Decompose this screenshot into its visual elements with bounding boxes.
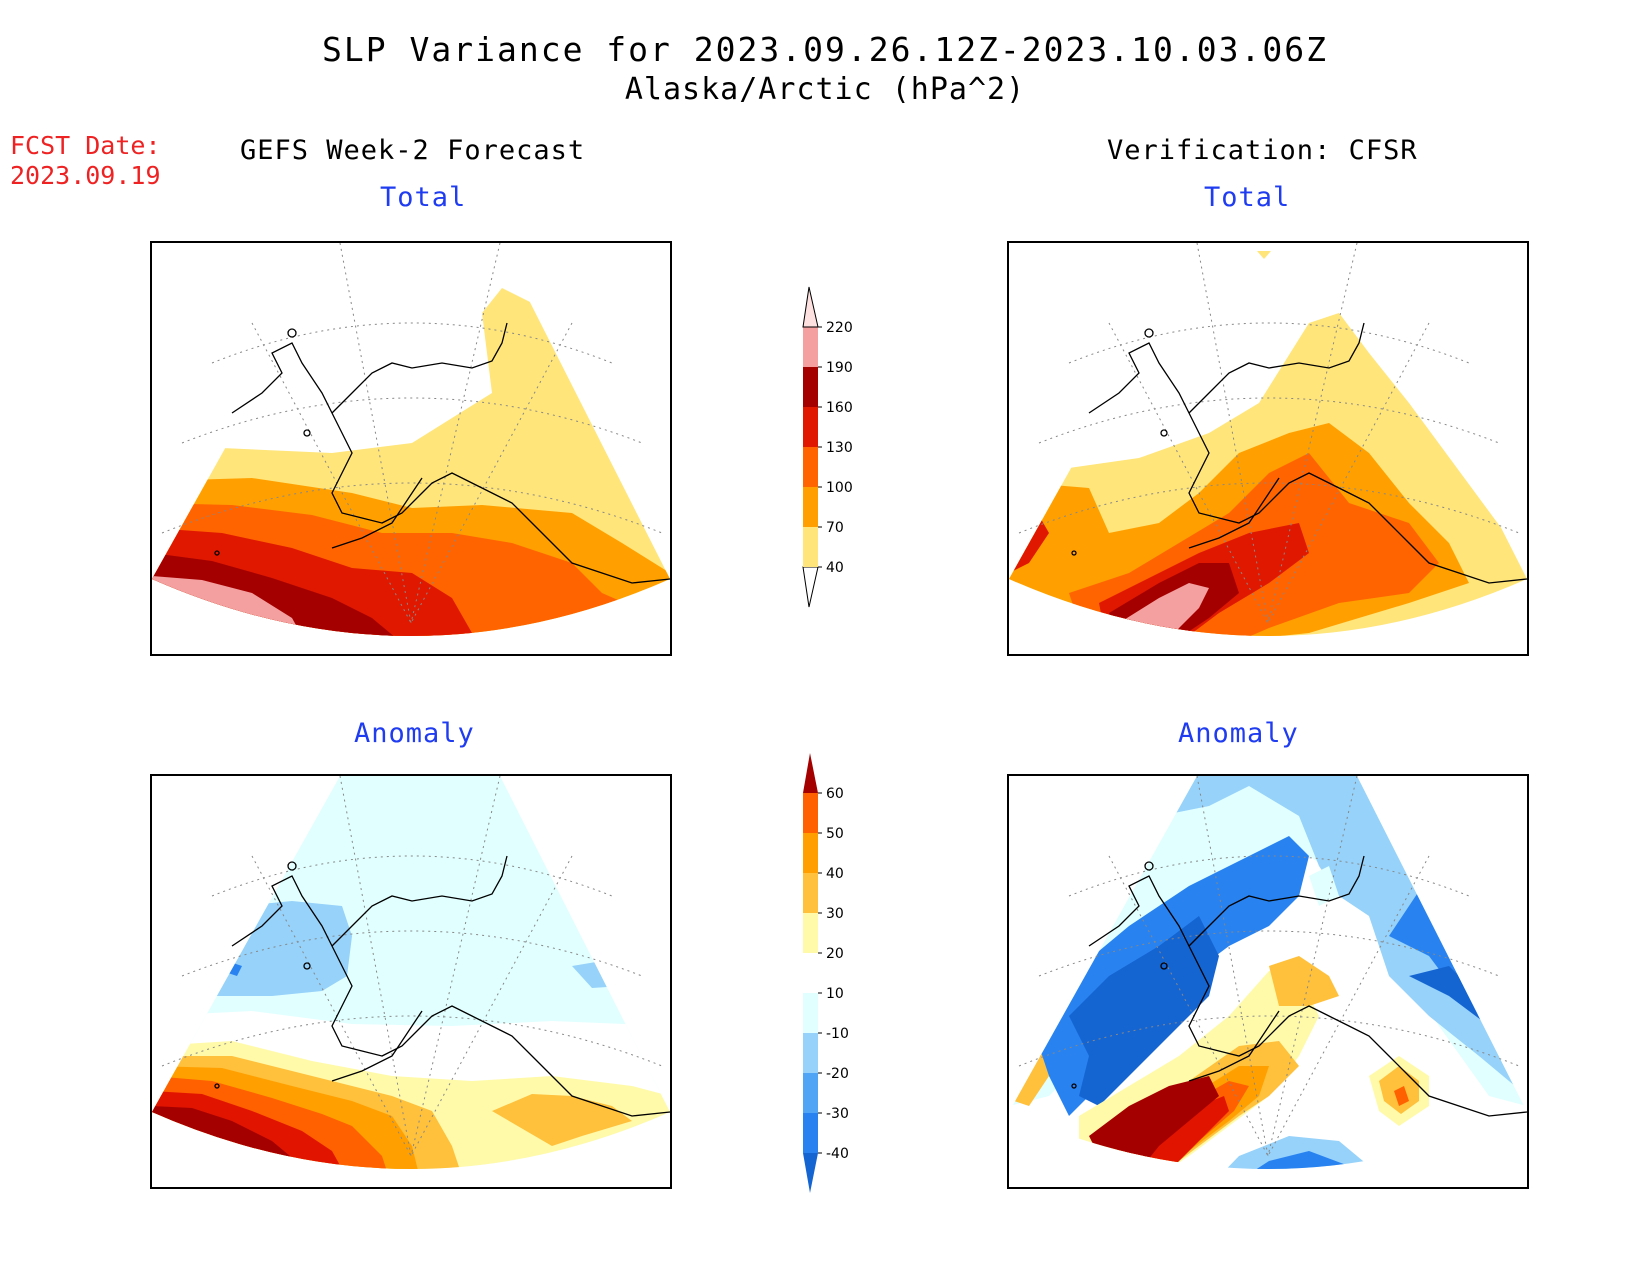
column-title-verification: Verification: CFSR bbox=[1107, 135, 1418, 166]
colorbar-total-band bbox=[803, 527, 818, 567]
colorbar-anomaly-band bbox=[803, 1033, 818, 1073]
colorbar-total-band bbox=[803, 447, 818, 487]
colorbar-anomaly-tick-label: -20 bbox=[826, 1066, 849, 1082]
colorbar-anomaly-band bbox=[803, 953, 818, 993]
colorbar-anomaly-band bbox=[803, 833, 818, 873]
colorbar-anomaly-arrow-high bbox=[803, 753, 818, 793]
fcst-date-value: 2023.09.19 bbox=[10, 161, 161, 190]
colorbar-total-band bbox=[803, 327, 818, 367]
panel-title-forecast-anomaly: Anomaly bbox=[354, 718, 475, 749]
subtitle: Alaska/Arctic (hPa^2) bbox=[624, 72, 1026, 107]
colorbar-anomaly-tick-label: 10 bbox=[826, 986, 844, 1002]
column-title-forecast: GEFS Week-2 Forecast bbox=[240, 135, 586, 166]
map-forecast-anomaly bbox=[150, 774, 672, 1189]
colorbar-anomaly-tick-label: 20 bbox=[826, 946, 844, 962]
colorbar-anomaly-tick-label: -30 bbox=[826, 1106, 849, 1122]
colorbar-anomaly-band bbox=[803, 1073, 818, 1113]
panel-title-forecast-total: Total bbox=[380, 182, 467, 213]
colorbar-anomaly-band bbox=[803, 873, 818, 913]
colorbar-anomaly-band bbox=[803, 1113, 818, 1153]
panel-title-verification-total: Total bbox=[1204, 182, 1291, 213]
colorbar-anomaly-tick-label: -10 bbox=[826, 1026, 849, 1042]
colorbar-total-band bbox=[803, 407, 818, 447]
fcst-date-label: FCST Date: bbox=[10, 131, 161, 160]
colorbar-anomaly-band bbox=[803, 913, 818, 953]
colorbar-total-tick-label: 130 bbox=[826, 440, 853, 456]
colorbar-anomaly-arrow-low bbox=[803, 1153, 818, 1193]
map-forecast-total bbox=[150, 241, 672, 656]
colorbar-total-band bbox=[803, 367, 818, 407]
colorbar-anomaly-band bbox=[803, 993, 818, 1033]
colorbar-anomaly-tick-label: 40 bbox=[826, 866, 844, 882]
colorbar-total-tick-label: 40 bbox=[826, 560, 844, 576]
colorbar-anomaly-tick-label: 50 bbox=[826, 826, 844, 842]
map-verification-anomaly bbox=[1007, 774, 1529, 1189]
colorbar-total-tick-label: 160 bbox=[826, 400, 853, 416]
colorbar-total-tick-label: 70 bbox=[826, 520, 844, 536]
colorbar-total-band bbox=[803, 487, 818, 527]
colorbar-total-arrow-high bbox=[802, 286, 819, 328]
panel-title-verification-anomaly: Anomaly bbox=[1178, 718, 1299, 749]
colorbar-anomaly-tick-label: -40 bbox=[826, 1146, 849, 1162]
colorbar-anomaly-tick-label: 60 bbox=[826, 786, 844, 802]
main-title: SLP Variance for 2023.09.26.12Z-2023.10.… bbox=[322, 30, 1328, 69]
colorbar-total-tick-label: 190 bbox=[826, 360, 853, 376]
colorbar-anomaly-tick-label: 30 bbox=[826, 906, 844, 922]
map-verification-total bbox=[1007, 241, 1529, 656]
colorbar-total-tick-label: 220 bbox=[826, 320, 853, 336]
colorbar-anomaly-band bbox=[803, 793, 818, 833]
colorbar-total-tick-label: 100 bbox=[826, 480, 853, 496]
colorbar-total-arrow-low bbox=[802, 566, 819, 608]
